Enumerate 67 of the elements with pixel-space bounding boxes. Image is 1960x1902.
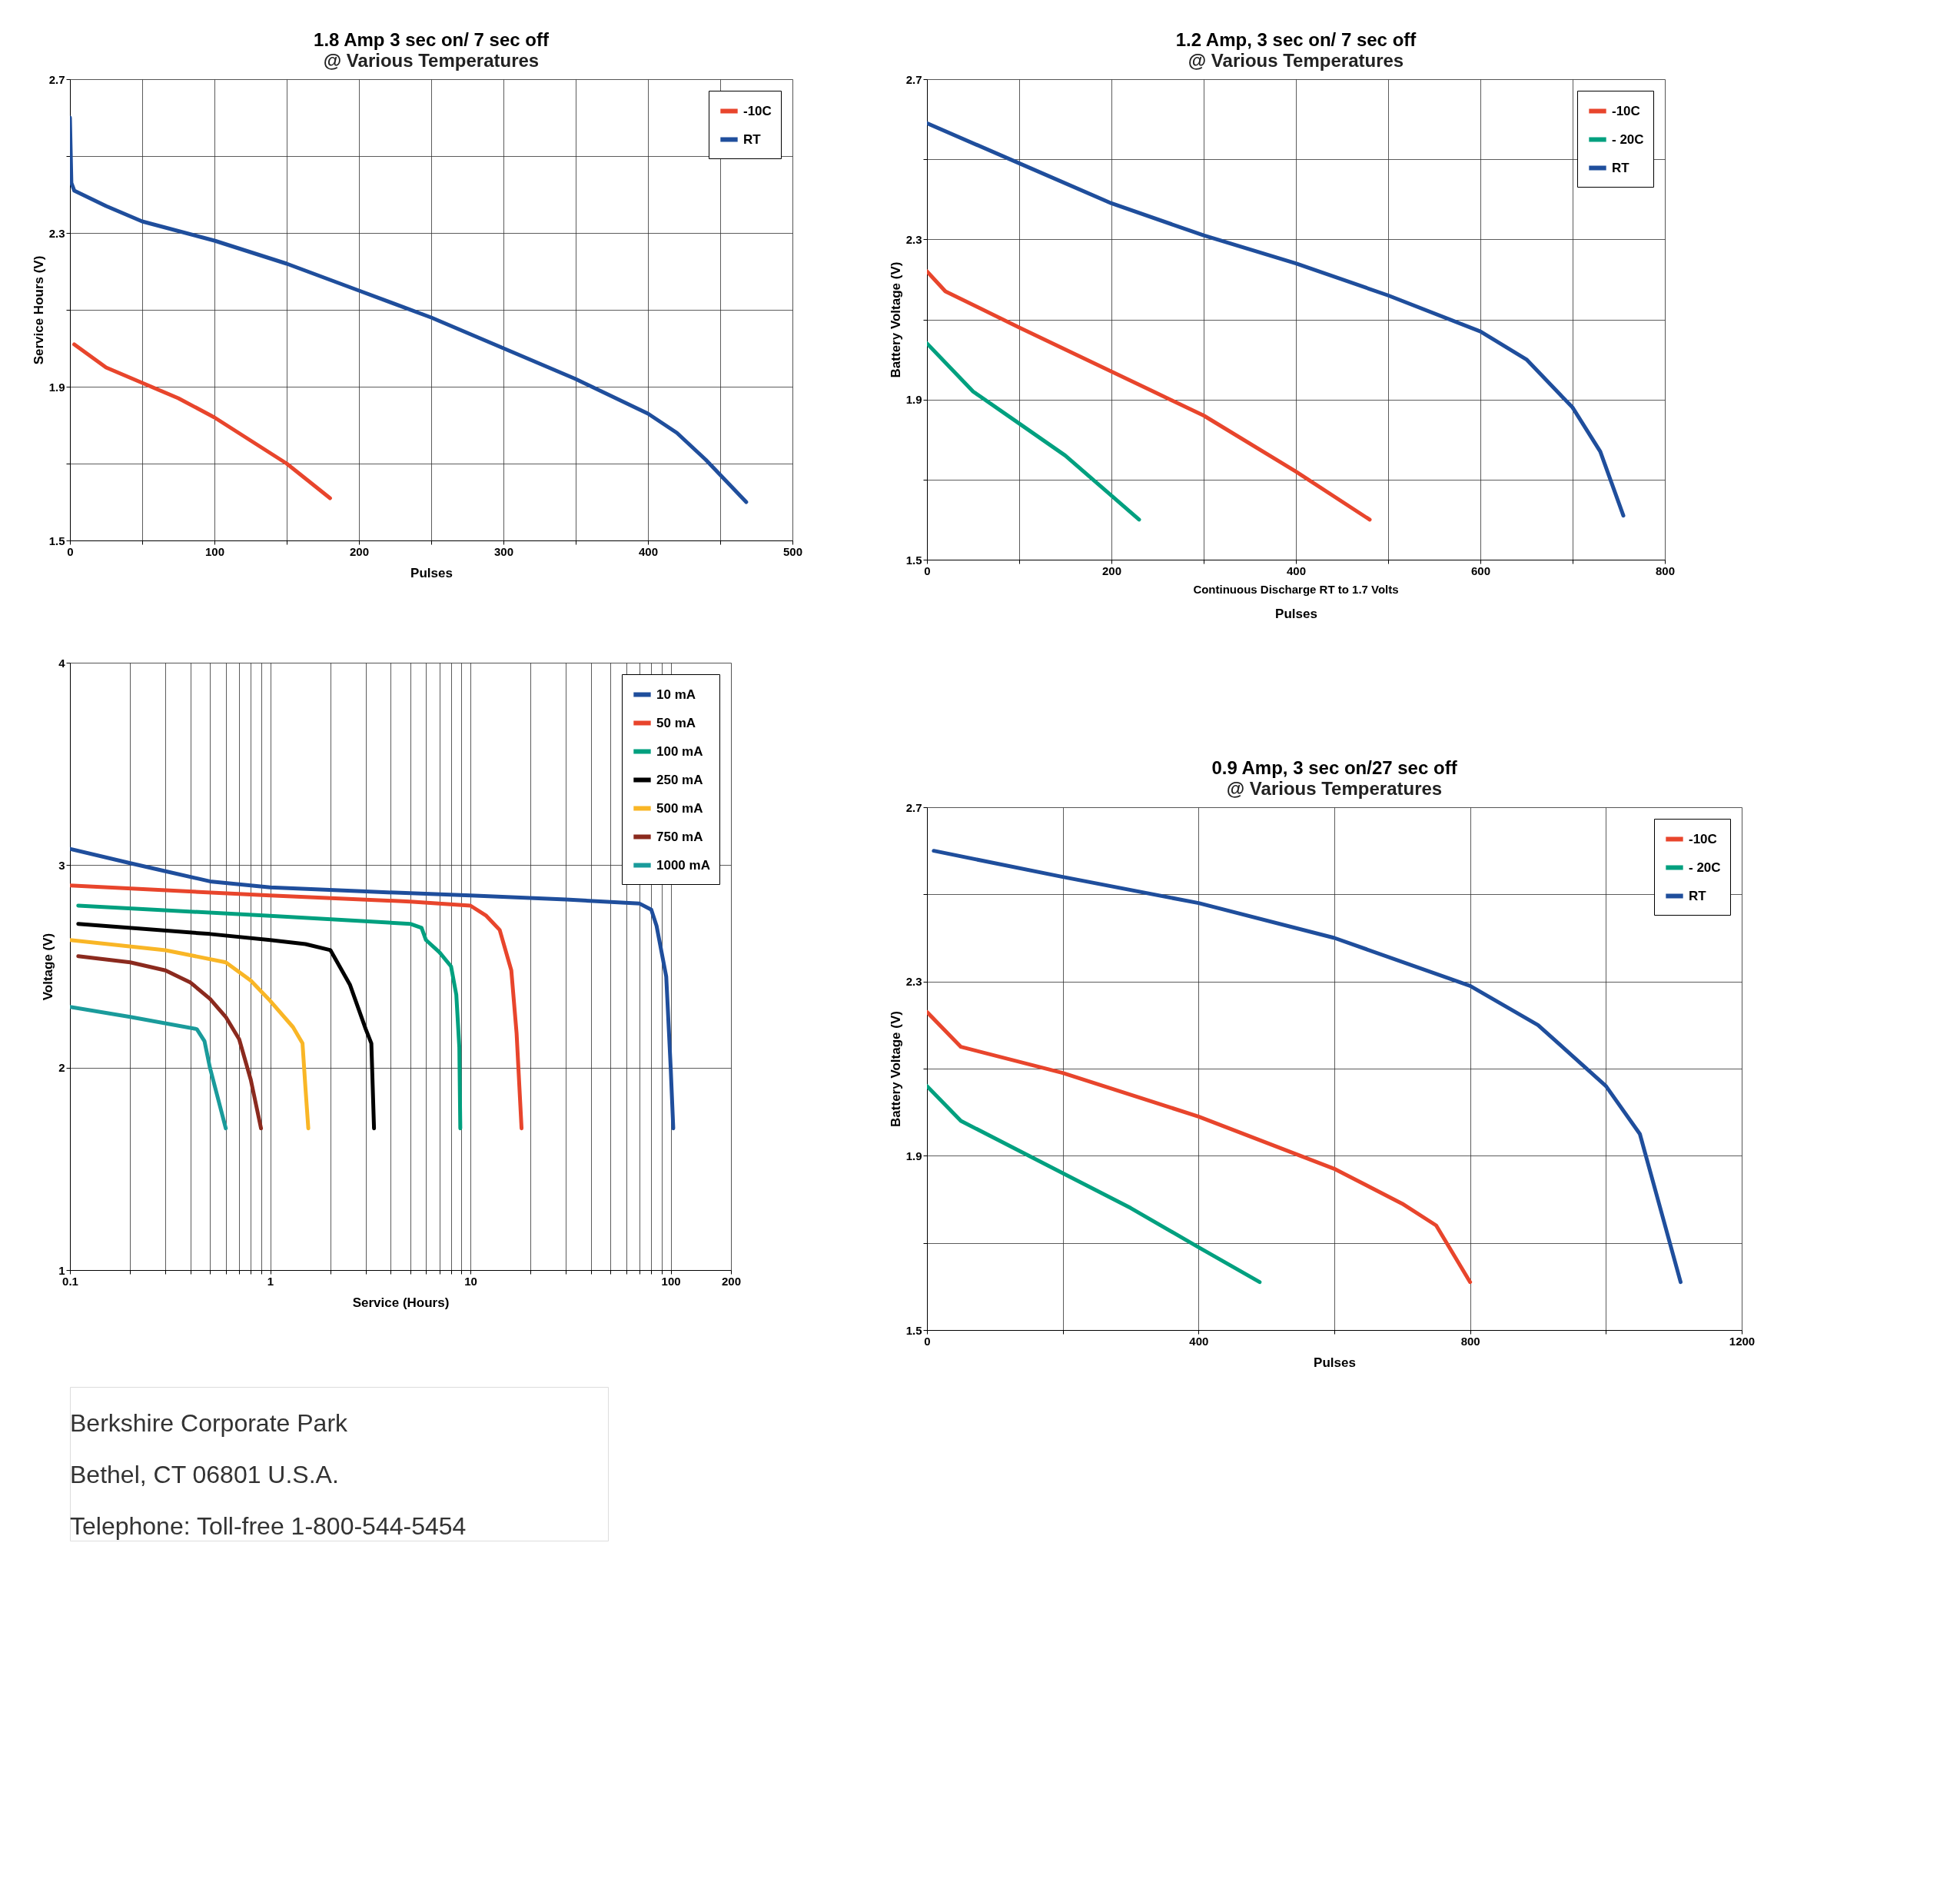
x-tick-label: 400 — [1286, 564, 1307, 577]
legend-label: 500 mA — [656, 800, 703, 816]
y-tick-label: 2 — [58, 1061, 65, 1075]
legend-label: 10 mA — [656, 687, 696, 702]
legend-label: - 20C — [1612, 131, 1644, 147]
legend-label: 750 mA — [656, 829, 703, 844]
x-tick-label: 500 — [782, 544, 803, 558]
y-tick-label: 2.7 — [905, 800, 922, 814]
x-tick-label: 200 — [721, 1274, 742, 1288]
y-tick-label: 1.9 — [48, 380, 65, 394]
y-tick-label: 2.3 — [905, 975, 922, 989]
legend-label: RT — [1612, 160, 1630, 175]
y-tick-label: 3 — [58, 858, 65, 872]
x-tick-label: 400 — [638, 544, 659, 558]
y-axis-title: Service Hours (V) — [31, 255, 46, 365]
x-tick-label: 10 — [464, 1274, 477, 1288]
chart-subtitle: @ Various Temperatures — [323, 50, 540, 71]
y-tick-label: 1.9 — [905, 393, 922, 407]
text: Continuous Discharge RT to 1.7 Volts — [1193, 583, 1399, 596]
legend-label: 50 mA — [656, 715, 696, 730]
y-tick-label: 2.7 — [48, 72, 65, 86]
legend-label: RT — [1689, 888, 1707, 903]
chart-subtitle: @ Various Temperatures — [1226, 778, 1443, 799]
y-axis-title: Battery Voltage (V) — [888, 1011, 903, 1127]
x-tick-label: 0 — [924, 564, 931, 577]
y-tick-label: 2.3 — [905, 232, 922, 246]
y-tick-label: 4 — [58, 656, 66, 670]
legend-label: 100 mA — [656, 743, 703, 759]
x-tick-label: 800 — [1655, 564, 1676, 577]
x-axis-title: Pulses — [1275, 606, 1317, 621]
legend-label: -10C — [743, 103, 772, 118]
legend-label: -10C — [1689, 831, 1717, 846]
y-tick-label: 1.5 — [905, 1323, 922, 1337]
text: Berkshire Corporate Park — [70, 1409, 349, 1438]
x-tick-label: 1200 — [1729, 1334, 1756, 1348]
chart-subtitle: @ Various Temperatures — [1188, 50, 1404, 71]
x-tick-label: 100 — [661, 1274, 681, 1288]
text: Bethel, CT 06801 U.S.A. — [70, 1461, 339, 1488]
x-axis-title: Pulses — [410, 565, 453, 580]
x-axis-title: Service (Hours) — [352, 1295, 450, 1310]
x-tick-label: 1 — [267, 1274, 274, 1288]
y-tick-label: 2.3 — [48, 226, 65, 240]
chart-title: 0.9 Amp, 3 sec on/27 sec off — [1211, 757, 1458, 778]
x-tick-label: 300 — [493, 544, 514, 558]
y-tick-label: 1.9 — [905, 1149, 922, 1162]
text: Telephone: Toll-free 1-800-544-5454 — [70, 1511, 467, 1540]
x-axis-title: Pulses — [1314, 1355, 1356, 1370]
chart-title: 1.2 Amp, 3 sec on/ 7 sec off — [1175, 29, 1417, 50]
legend-label: 250 mA — [656, 772, 703, 787]
legend-label: RT — [743, 131, 762, 147]
y-tick-label: 1.5 — [905, 553, 922, 567]
legend-label: 1000 mA — [656, 857, 710, 873]
y-tick-label: 1.5 — [48, 534, 65, 547]
x-tick-label: 0 — [924, 1334, 931, 1348]
chart-title: 1.8 Amp 3 sec on/ 7 sec off — [314, 29, 550, 50]
legend-label: - 20C — [1689, 860, 1721, 875]
x-tick-label: 600 — [1470, 564, 1491, 577]
x-tick-label: 100 — [204, 544, 225, 558]
y-tick-label: 2.7 — [905, 72, 922, 86]
y-axis-title: Battery Voltage (V) — [888, 261, 903, 378]
legend-label: -10C — [1612, 103, 1640, 118]
x-tick-label: 400 — [1189, 1334, 1209, 1348]
y-axis-title: Voltage (V) — [41, 933, 56, 1001]
x-tick-label: 200 — [1101, 564, 1122, 577]
x-tick-label: 800 — [1460, 1334, 1480, 1348]
x-tick-label: 0 — [67, 544, 74, 558]
x-tick-label: 200 — [349, 544, 370, 558]
